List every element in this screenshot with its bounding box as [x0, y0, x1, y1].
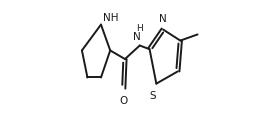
Text: N: N — [159, 14, 166, 24]
Text: O: O — [119, 96, 127, 106]
Text: NH: NH — [103, 13, 119, 23]
Text: S: S — [150, 91, 156, 101]
Text: H: H — [136, 24, 143, 33]
Text: N: N — [134, 32, 141, 42]
